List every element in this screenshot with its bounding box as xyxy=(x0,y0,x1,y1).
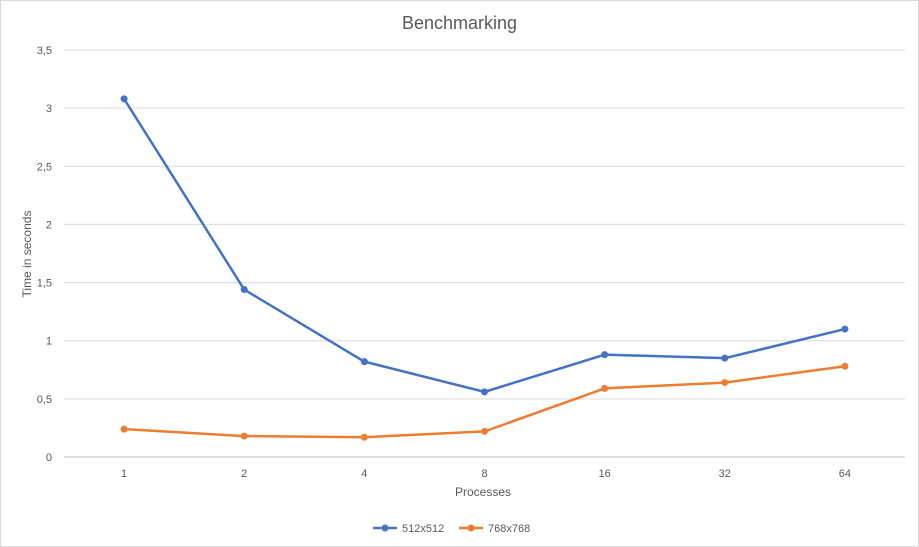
series-768x768 xyxy=(120,362,849,441)
data-point xyxy=(360,433,368,441)
x-tick-label: 1 xyxy=(121,468,127,480)
legend-swatch-marker xyxy=(467,524,475,532)
y-tick-label: 2 xyxy=(46,219,52,231)
data-point xyxy=(721,379,729,387)
y-tick-label: 1 xyxy=(46,336,52,348)
legend-label: 512x512 xyxy=(402,523,444,535)
gridlines xyxy=(64,49,905,458)
x-tick-label: 32 xyxy=(719,468,731,480)
data-point xyxy=(841,325,849,333)
y-axis-title: Time in seconds xyxy=(20,211,34,298)
y-tick-label: 0,5 xyxy=(37,394,52,406)
data-point xyxy=(601,384,609,392)
x-axis-title: Processes xyxy=(455,485,511,499)
data-point xyxy=(360,358,368,366)
data-point xyxy=(240,432,248,440)
x-axis-ticks: 1 2 4 8 16 32 64 xyxy=(121,468,851,480)
y-tick-label: 3,5 xyxy=(37,45,52,57)
legend-swatch-marker xyxy=(381,524,389,532)
series-lines xyxy=(120,95,849,441)
x-tick-label: 4 xyxy=(361,468,367,480)
data-point xyxy=(481,388,488,396)
legend: 512x512 768x768 xyxy=(373,523,530,535)
legend-item: 768x768 xyxy=(459,523,530,535)
data-point xyxy=(721,354,729,362)
data-point xyxy=(601,351,609,359)
data-point xyxy=(120,95,128,103)
y-tick-label: 2,5 xyxy=(37,161,52,173)
data-point xyxy=(120,425,128,433)
data-point xyxy=(481,427,488,435)
data-point xyxy=(841,362,849,370)
series-512x512 xyxy=(120,95,849,396)
x-tick-label: 64 xyxy=(839,468,851,480)
data-point xyxy=(240,286,248,294)
x-tick-label: 8 xyxy=(481,468,487,480)
legend-item: 512x512 xyxy=(373,523,444,535)
legend-label: 768x768 xyxy=(488,523,530,535)
y-tick-label: 0 xyxy=(46,452,52,464)
series-line xyxy=(122,97,847,394)
y-axis-ticks: 0 0,5 1 1,5 2 2,5 3 3,5 xyxy=(37,45,52,464)
chart-title: Benchmarking xyxy=(401,13,518,33)
y-tick-label: 1,5 xyxy=(37,278,52,290)
x-tick-label: 16 xyxy=(599,468,611,480)
x-tick-label: 2 xyxy=(241,468,247,480)
y-tick-label: 3 xyxy=(46,103,52,115)
series-line xyxy=(122,365,847,439)
